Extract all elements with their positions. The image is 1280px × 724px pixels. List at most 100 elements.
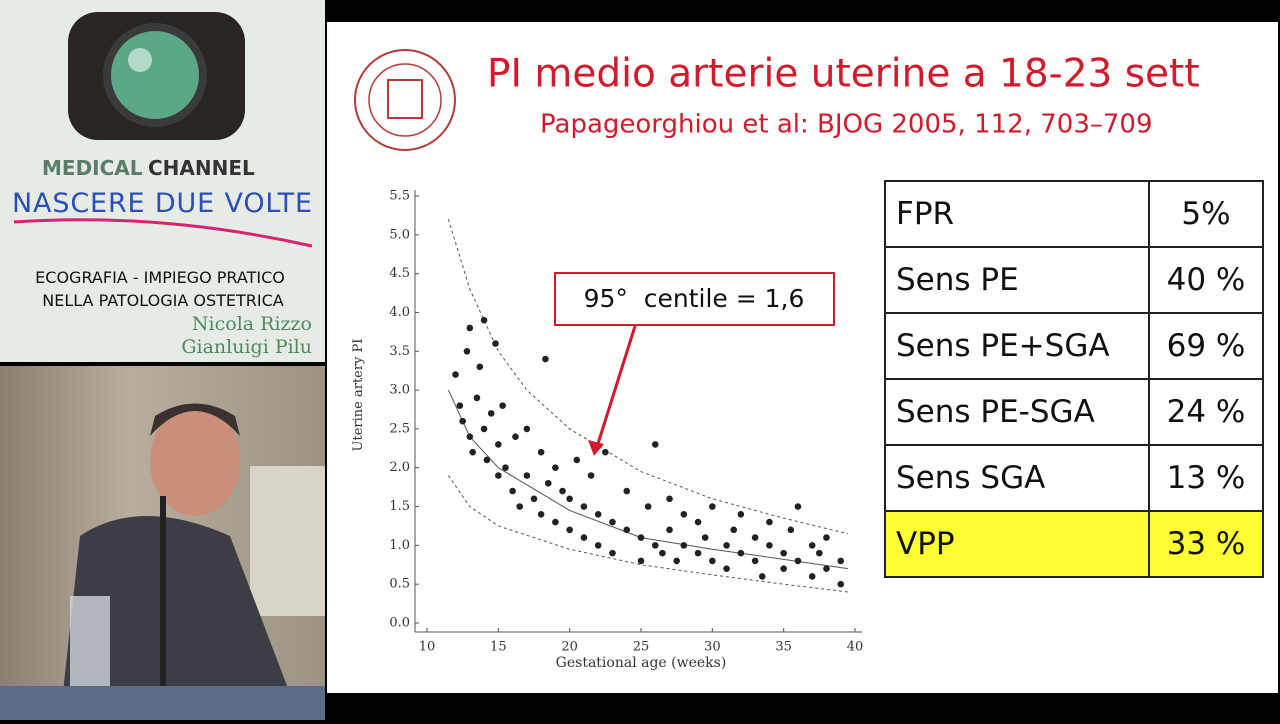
data-point [666, 526, 673, 534]
y-tick-label: 1.5 [389, 499, 410, 514]
data-point [644, 503, 652, 510]
y-tick-label: 5.5 [389, 189, 410, 204]
data-point [823, 565, 830, 572]
centile-curve [447, 389, 848, 570]
data-point [609, 518, 616, 526]
cell: 69 % [1148, 312, 1264, 380]
data-point [609, 549, 616, 557]
data-point [659, 549, 666, 557]
data-point [751, 534, 759, 541]
program-title: NASCERE DUE VOLTE [12, 188, 312, 219]
brand-bold: MEDICAL [42, 156, 143, 180]
centile-curve [447, 475, 848, 593]
data-point [523, 472, 531, 479]
data-point [701, 534, 709, 541]
logo-highlight [128, 48, 152, 72]
data-point [730, 526, 738, 534]
data-point [552, 518, 559, 526]
x-tick-label: 25 [633, 640, 650, 655]
speaker-body [60, 516, 300, 720]
data-point [651, 542, 659, 549]
data-point [694, 518, 702, 526]
data-point [492, 340, 499, 347]
speaker-head [150, 406, 240, 516]
cell: 24 % [1148, 378, 1264, 446]
data-point [509, 487, 516, 495]
data-point [552, 464, 559, 472]
data-point [463, 347, 471, 355]
x-tick-label: 35 [775, 640, 792, 655]
data-point [452, 371, 459, 378]
data-point [480, 425, 488, 433]
y-tick-label: 1.0 [389, 538, 410, 553]
data-point [637, 557, 645, 565]
data-point [456, 402, 464, 409]
data-point [499, 402, 506, 409]
data-point [559, 487, 566, 495]
row: Sens PE-SGA 24 % [884, 378, 1264, 446]
annotation-arrow [594, 322, 638, 451]
sidebar: MEDICAL CHANNEL NASCERE DUE VOLTE ECOGRA… [0, 0, 325, 362]
cell: 5% [1148, 180, 1264, 248]
data-point [737, 549, 745, 557]
data-point [502, 464, 509, 472]
cell: Sens SGA [884, 444, 1150, 512]
data-point [780, 565, 787, 572]
cell: Sens PE+SGA [884, 312, 1150, 380]
slide-title: PI medio arterie uterine a 18-23 sett [487, 52, 1200, 97]
data-point [594, 511, 602, 518]
plot: 0.0 0.5 1.0 1.5 2.0 2.5 3.0 3.5 4.0 4.5 5.0 5.5 10 15… [389, 189, 863, 655]
data-point [495, 441, 502, 448]
data-point [480, 316, 488, 324]
data-point [537, 448, 545, 456]
results-table: FPR 5% Sens PE 40 % Sens PE+SGA 69 % Sens P… [884, 180, 1264, 578]
microphone [160, 496, 166, 720]
arrow-head [588, 440, 604, 456]
y-tick-label: 0.0 [389, 616, 410, 631]
data-point [580, 534, 588, 541]
y-tick-label: 5.0 [389, 227, 410, 242]
data-point [808, 573, 816, 580]
data-point [483, 456, 491, 464]
data-point [566, 495, 573, 503]
y-axis-label: Uterine artery PI [351, 339, 366, 452]
y-tick-label: 0.5 [389, 577, 410, 592]
cell: FPR [884, 180, 1150, 248]
x-tick-label: 20 [561, 640, 578, 655]
data-point [794, 557, 802, 565]
author: Nicola Rizzo [192, 313, 312, 335]
desk [0, 686, 325, 720]
data-point [580, 503, 588, 510]
brand-rest: CHANNEL [148, 156, 255, 180]
data-point [766, 518, 773, 526]
x-axis-label: Gestational age (weeks) [556, 655, 727, 671]
data-point [794, 503, 802, 510]
data-point [623, 526, 631, 534]
data-point [808, 542, 816, 549]
course-line: NELLA PATOLOGIA OSTETRICA [42, 291, 284, 310]
data-point [787, 526, 795, 534]
data-point [709, 503, 716, 510]
annotation-box [554, 272, 835, 326]
data-point [751, 557, 759, 565]
y-tick-label: 3.5 [389, 344, 410, 359]
data-point [466, 324, 474, 332]
data-point [680, 542, 688, 549]
y-tick-label: 3.0 [389, 383, 410, 398]
sidebar-graphics: MEDICAL CHANNEL NASCERE DUE VOLTE ECOGRA… [12, 12, 313, 358]
data-point [673, 557, 680, 565]
x-tick-label: 40 [847, 640, 864, 655]
row: Sens PE+SGA 69 % [884, 312, 1264, 380]
data-point [523, 425, 531, 433]
data-point [758, 573, 766, 580]
x-tick-label: 30 [704, 640, 721, 655]
data-point [723, 565, 730, 572]
data-point [459, 417, 466, 425]
data-point [544, 479, 552, 487]
data-point [573, 456, 581, 464]
data-point [709, 557, 716, 565]
data-point [780, 549, 787, 557]
data-point [694, 549, 702, 557]
